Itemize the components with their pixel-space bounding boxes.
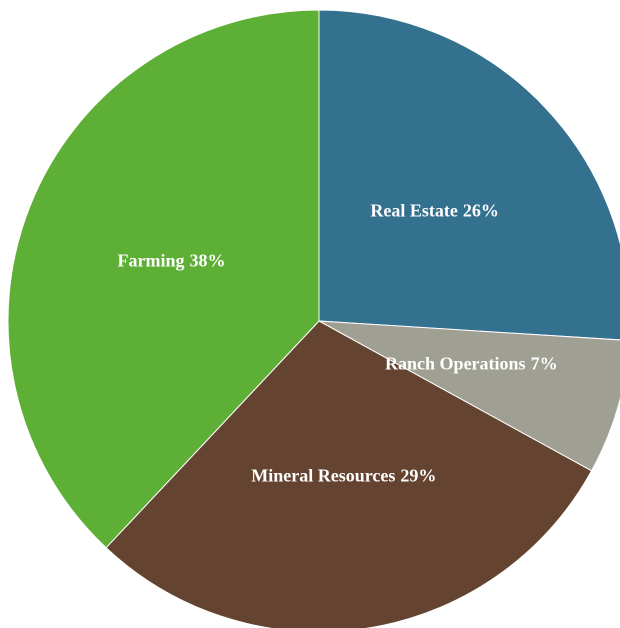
category-label: Real Estate: [370, 201, 457, 221]
slice-label: Farming 38%: [118, 251, 226, 271]
slice-label: Mineral Resources 29%: [251, 466, 436, 486]
value-label: 29%: [400, 466, 436, 486]
pie: [7, 9, 620, 628]
pie-slice: [7, 9, 320, 549]
slice-label: Real Estate 26%: [370, 201, 498, 221]
category-label: Mineral Resources: [251, 466, 395, 486]
pie-slice: [318, 9, 620, 341]
value-label: 7%: [531, 353, 558, 373]
value-label: 26%: [463, 201, 499, 221]
pie-slice: [318, 320, 620, 472]
value-label: 38%: [190, 251, 226, 271]
labels: Real Estate 26% Ranch Operations 7% Mineral …: [118, 201, 558, 486]
category-label: Ranch Operations: [385, 353, 526, 373]
category-label: Farming: [118, 251, 185, 271]
slice-label: Ranch Operations 7%: [385, 353, 558, 373]
pie-slice: [105, 320, 593, 628]
